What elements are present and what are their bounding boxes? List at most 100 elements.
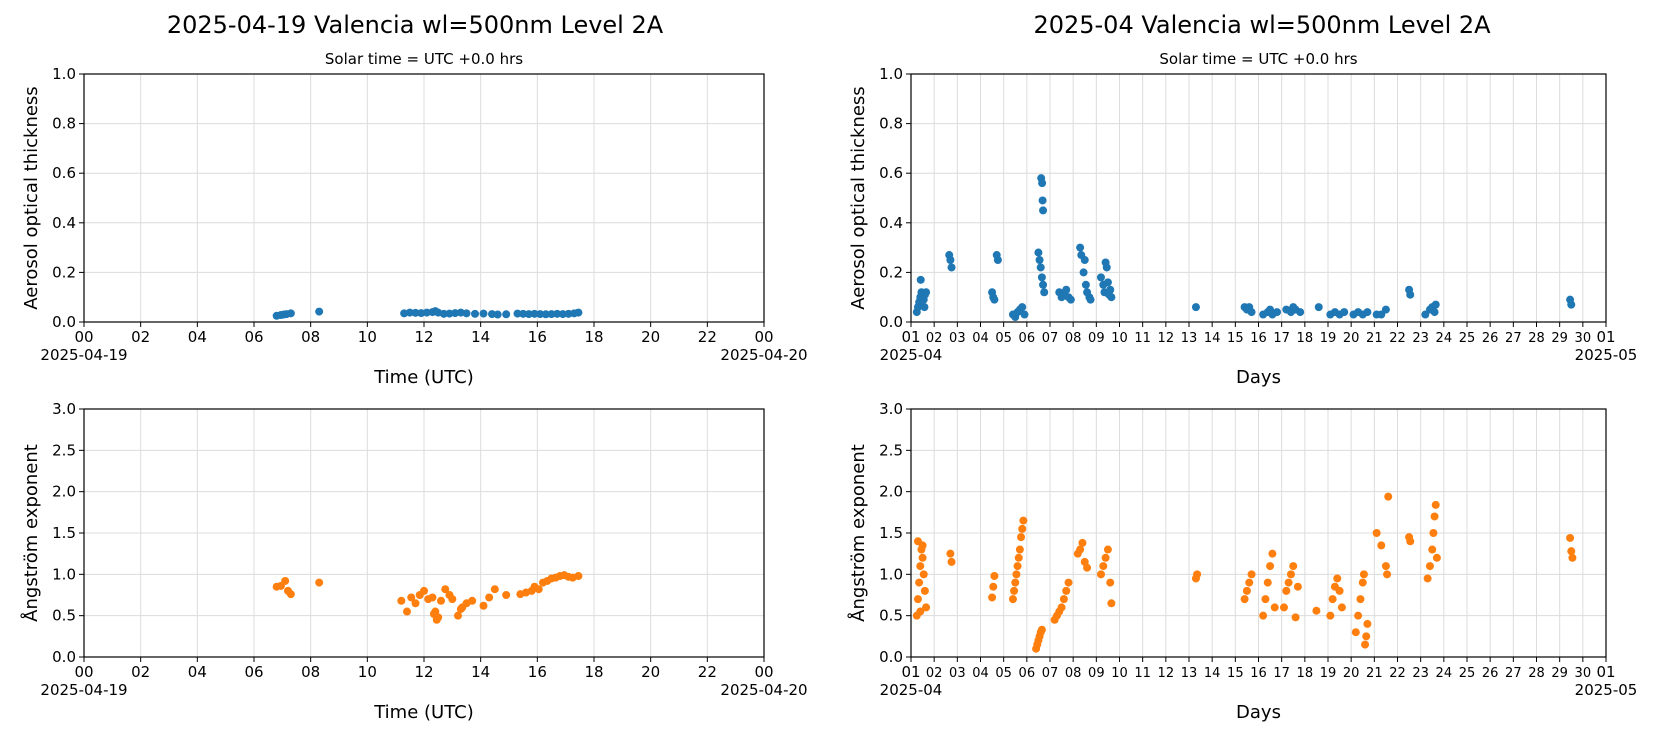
data-point	[448, 595, 457, 604]
data-point	[1059, 595, 1068, 604]
x-tick-label: 13	[1181, 666, 1198, 681]
x-tick-label: 14	[1204, 666, 1221, 681]
x-tick-label: 29	[1551, 331, 1568, 346]
data-point	[1057, 603, 1066, 612]
data-point	[990, 295, 999, 304]
y-tick-label: 2.0	[879, 483, 903, 501]
data-point	[519, 309, 528, 318]
data-point	[1430, 308, 1439, 317]
data-point	[993, 256, 1002, 264]
y-tick-label: 1.0	[52, 565, 76, 583]
data-point	[916, 562, 925, 571]
data-point	[1431, 300, 1440, 309]
data-point	[1034, 248, 1043, 257]
data-point	[1381, 562, 1390, 571]
y-tick-label: 3.0	[879, 400, 903, 418]
data-point	[1296, 308, 1305, 317]
data-point	[1314, 303, 1323, 312]
y-axis-label: Aerosol optical thickness	[848, 86, 869, 309]
data-point	[1372, 529, 1381, 537]
daily_angstrom-panel: 0.0 0.5 1.0 1.5 2.0 2.5 3.0 00 02 04 06 08 10 12 14 16 1…	[20, 400, 808, 723]
y-tick-label: 0.0	[879, 313, 903, 331]
x-tick-label: 13	[1181, 331, 1198, 346]
gridlines	[910, 408, 1607, 658]
data-point	[1567, 300, 1576, 309]
data-point	[1106, 578, 1115, 587]
monthly_angstrom-panel: 0.0 0.5 1.0 1.5 2.0 2.5 3.0 01 02 03 04 05 06 07 08 09 1…	[847, 400, 1637, 723]
data-point	[1432, 553, 1441, 562]
x-axis-label: Days	[1236, 702, 1281, 723]
data-point	[1431, 500, 1440, 509]
x-tick-label: 24	[1436, 331, 1453, 346]
y-tick-label: 0.2	[52, 263, 76, 281]
x-tick-label: 24	[1436, 666, 1453, 681]
data-point	[1286, 570, 1295, 579]
daily_angstrom-series	[272, 571, 583, 624]
data-point	[1102, 263, 1111, 272]
y-tick-label: 0.8	[52, 115, 76, 133]
y-tick-label: 0.0	[52, 313, 76, 331]
x-tick-label: 07	[1042, 331, 1059, 346]
data-point	[536, 310, 545, 319]
data-point	[502, 591, 511, 599]
x-tick-label: 16	[1250, 666, 1267, 681]
x-tick-label: 00	[74, 663, 93, 681]
x-start-date-label: 2025-04	[880, 346, 943, 364]
x-tick-label: 27	[1505, 331, 1522, 346]
data-point	[1377, 541, 1386, 550]
data-point	[534, 585, 543, 594]
data-point	[558, 310, 567, 319]
data-point	[1099, 562, 1108, 571]
data-point	[1363, 619, 1372, 628]
data-point	[1567, 547, 1576, 556]
data-point	[1078, 538, 1087, 547]
data-point	[1289, 562, 1298, 571]
data-point	[946, 549, 955, 558]
y-tick-label: 0.5	[879, 607, 903, 625]
x-axis-label: Days	[1236, 367, 1281, 388]
x-tick-label: 20	[1343, 331, 1360, 346]
data-point	[1083, 563, 1092, 572]
x-tick-label: 14	[471, 328, 490, 346]
x-tick-label: 23	[1412, 331, 1429, 346]
data-point	[1012, 570, 1021, 579]
data-point	[281, 576, 290, 585]
data-point	[1247, 308, 1256, 317]
data-point	[574, 571, 583, 580]
x-tick-label: 05	[995, 666, 1012, 681]
data-point	[1038, 196, 1047, 205]
y-tick-label: 1.0	[52, 65, 76, 83]
x-tick-label: 26	[1482, 666, 1499, 681]
x-tick-label: 10	[358, 328, 377, 346]
data-point	[920, 586, 929, 595]
data-point	[916, 607, 925, 616]
data-point	[1020, 310, 1029, 319]
subplot-title: Solar time = UTC +0.0 hrs	[325, 50, 523, 68]
x-tick-label: 12	[1158, 331, 1175, 346]
data-point	[411, 599, 420, 608]
data-point	[1107, 293, 1116, 302]
data-point	[989, 582, 998, 591]
x-tick-label: 02	[926, 331, 943, 346]
data-point	[1076, 243, 1085, 252]
data-point	[1381, 305, 1390, 314]
x-tick-label: 20	[641, 328, 660, 346]
x-tick-label: 01	[1596, 328, 1615, 346]
data-point	[411, 308, 420, 317]
y-tick-label: 2.5	[879, 441, 903, 459]
x-end-date-label: 2025-04-20	[720, 681, 807, 699]
data-point	[1015, 545, 1024, 554]
subplot-title: Solar time = UTC +0.0 hrs	[1159, 50, 1357, 68]
data-point	[428, 593, 437, 602]
data-point	[1568, 553, 1577, 562]
data-point	[1013, 562, 1022, 571]
x-tick-label: 08	[1065, 666, 1082, 681]
x-tick-label: 07	[1042, 666, 1059, 681]
x-tick-label: 01	[1596, 663, 1615, 681]
data-point	[420, 586, 428, 595]
data-point	[1430, 512, 1439, 521]
data-point	[1193, 570, 1202, 579]
y-tick-label: 0.0	[52, 648, 76, 666]
x-start-date-label: 2025-04	[880, 681, 943, 699]
data-point	[1037, 625, 1046, 634]
